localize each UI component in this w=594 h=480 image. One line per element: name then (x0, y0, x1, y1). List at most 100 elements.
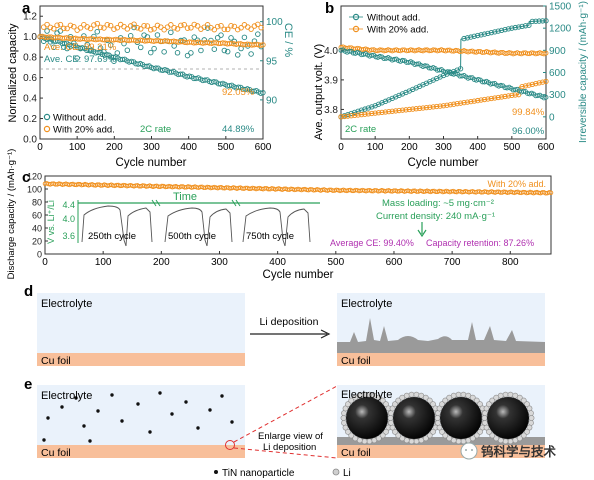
y-tick-label: 1.0 (23, 32, 37, 43)
li-atom (392, 428, 398, 435)
irreversible-point-with (399, 107, 406, 113)
y-tick-label: 120 (27, 172, 42, 182)
legend-marker-without (43, 113, 51, 121)
li-atom (408, 438, 415, 445)
ce-point-without (171, 43, 177, 49)
ce-point-with (97, 24, 104, 31)
tin-particle (184, 400, 188, 404)
irreversible-point-without (461, 35, 467, 42)
x-tick-label: 500 (503, 142, 520, 153)
irreversible-point-with (447, 102, 453, 108)
li-atom (446, 435, 453, 442)
irreversible-point-with (369, 110, 375, 117)
irreversible-point-without (362, 106, 368, 112)
ce-point-with (211, 26, 218, 33)
ce-point-with (71, 23, 77, 30)
irreversible-point-with (355, 112, 361, 118)
ce-point-without (218, 32, 224, 38)
y-tick-label: 1200 (549, 24, 572, 35)
y-tick-label: 80 (32, 198, 42, 208)
tin-particle (60, 405, 64, 409)
panel-b-rate: 2C rate (345, 124, 376, 135)
li-atom (477, 401, 483, 408)
voltage-curve-750 (242, 207, 286, 247)
li-atom (460, 391, 467, 398)
panel-a-label: a (22, 0, 31, 17)
x-tick-label: 600 (255, 142, 272, 153)
irreversible-point-without (481, 31, 488, 37)
voltage-point-without (490, 81, 496, 87)
inset-cycle-500: 500th cycle (168, 231, 216, 242)
panel-e-tin-particles (42, 391, 234, 443)
li-atom (413, 438, 420, 445)
li-atom (524, 428, 530, 435)
panel-b-data-marks (338, 18, 549, 120)
li-atom (430, 428, 436, 435)
irreversible-point-with (341, 113, 348, 120)
irreversible-point-without (485, 30, 491, 36)
panel-d-arrow-head (320, 329, 331, 339)
voltage-point-without (414, 61, 420, 67)
li-atom (507, 438, 514, 445)
y-tick-label: 100 (266, 17, 283, 28)
panel-d: d Electrolyte Cu foil Li deposition Elec… (24, 283, 545, 367)
li-atom (520, 397, 527, 404)
irreversible-point-with (382, 109, 389, 115)
inset-ylabel: V vs. Li⁺/Li (46, 200, 56, 244)
irreversible-point-without (505, 26, 512, 32)
ce-point-with (61, 25, 67, 32)
irreversible-point-with (543, 78, 549, 85)
wechat-icon-dot (471, 449, 473, 451)
x-tick-label: 0 (42, 257, 48, 268)
y-tick-label: 95 (266, 56, 278, 67)
li-atom (486, 401, 492, 408)
panel-c-data-marks (42, 181, 554, 196)
capacity-point-without (260, 90, 266, 96)
y-tick-label: 0.4 (23, 94, 37, 105)
voltage-curve-250 (81, 205, 127, 247)
irreversible-point-with (365, 111, 371, 117)
panel-a-x-ticks: 0 100 200 300 400 500 600 (37, 136, 272, 153)
irreversible-point-with (413, 106, 419, 112)
voltage-point-with (543, 50, 549, 56)
ce-point-without (137, 44, 144, 51)
panel-c-inset: Time V vs. Li⁺/Li 4.4 4.0 3.6 250th cycl… (46, 191, 320, 247)
ce-point-with (47, 24, 54, 31)
irreversible-point-with (379, 109, 385, 116)
capacity-point-without (258, 90, 264, 96)
li-coated-tin-particle (434, 391, 488, 445)
y-tick-label: 3.8 (324, 105, 338, 116)
ce-point-with (81, 21, 87, 28)
x-tick-label: 400 (269, 257, 286, 268)
panel-c-average-ce: Average CE: 99.40% (330, 238, 414, 248)
ce-point-without (214, 34, 221, 41)
panel-c-capacity-retention: Capacity retention: 87.26% (426, 238, 534, 248)
legend-marker-with (43, 125, 51, 133)
irreversible-point-without (533, 18, 539, 24)
y-tick-label: 1500 (549, 2, 572, 13)
li-atom (465, 437, 472, 444)
voltage-point-with (484, 49, 489, 55)
irreversible-point-without (529, 18, 535, 25)
irreversible-point-without (543, 18, 549, 24)
y-tick-label: 0.2 (23, 114, 37, 125)
tin-particle (82, 424, 86, 428)
voltage-point-without (521, 88, 526, 94)
panel-a-legend: Without add. With 20% add. (43, 113, 115, 136)
irreversible-point-with (475, 97, 481, 104)
irreversible-point-with (492, 95, 498, 101)
irreversible-point-with (502, 93, 508, 100)
li-atom (497, 392, 504, 399)
ce-point-with (158, 24, 164, 30)
irreversible-point-with (440, 103, 447, 109)
inset-time-label: Time (173, 191, 197, 203)
ce-point-without (255, 31, 261, 37)
panel-e-right-electrolyte-label: Electrolyte (341, 389, 392, 401)
irreversible-point-with (461, 99, 467, 106)
li-atom (375, 394, 382, 401)
irreversible-point-without (522, 23, 529, 29)
li-atom (408, 391, 415, 398)
li-atom (348, 397, 355, 404)
tin-particle (196, 426, 200, 430)
legend-label-without: Without add. (53, 113, 106, 124)
